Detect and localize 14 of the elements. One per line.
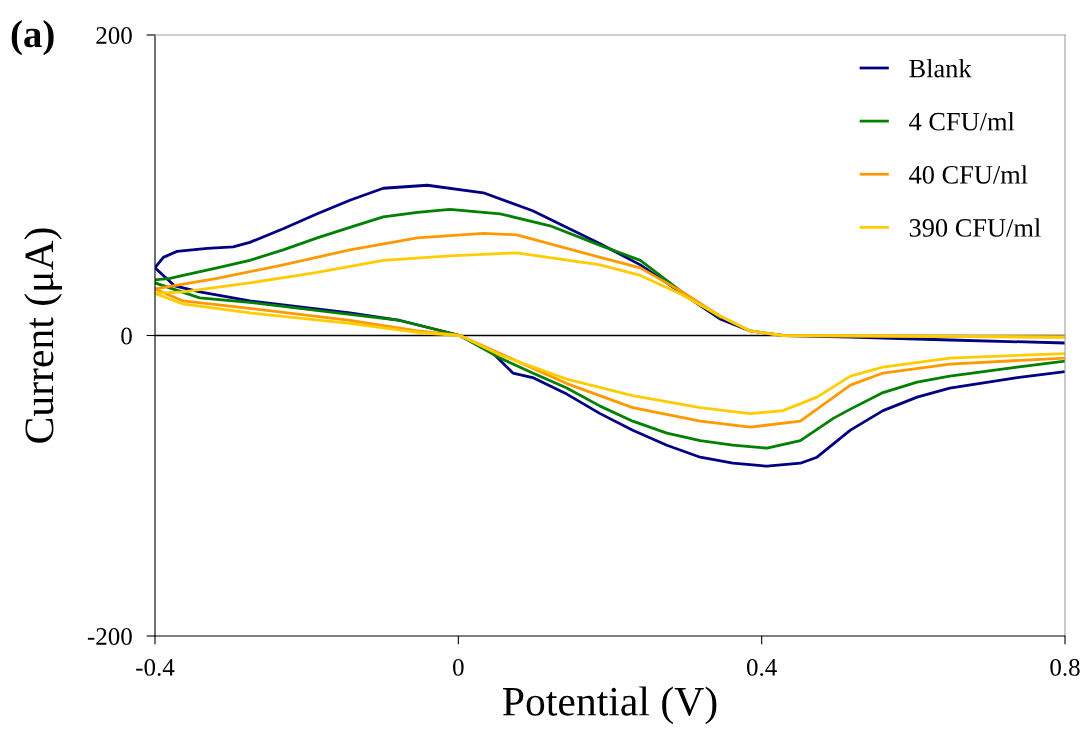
x-tick-label: 0.8 <box>1050 658 1080 676</box>
y-tick-label: -200 <box>87 628 132 645</box>
x-tick-label: 0.4 <box>746 658 777 676</box>
legend-label: Blank <box>909 58 972 78</box>
legend-label: 40 CFU/ml <box>909 165 1028 184</box>
y-axis-title: Current (μA) <box>24 228 62 443</box>
x-axis-title: Potential (V) <box>503 686 717 725</box>
x-tick-label: 0 <box>453 658 464 676</box>
text: (a) <box>11 20 54 56</box>
legend-label: 390 CFU/ml <box>909 218 1041 237</box>
y-tick-label: 200 <box>96 27 132 44</box>
y-tick-label: 0 <box>121 327 132 345</box>
legend-label: 4 CFU/ml <box>909 112 1015 131</box>
x-tick-label: -0.4 <box>136 658 175 676</box>
